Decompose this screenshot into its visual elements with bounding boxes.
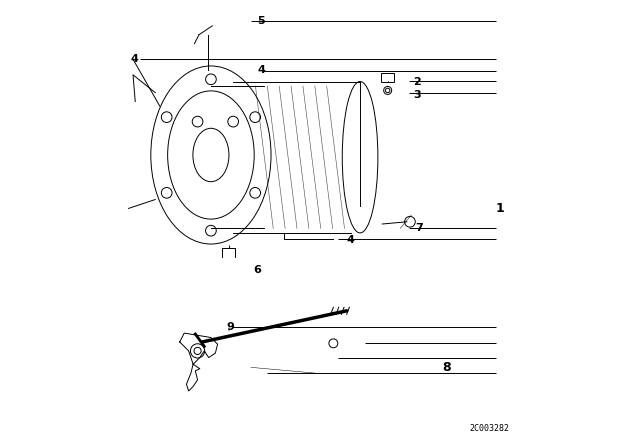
Text: 4: 4 xyxy=(131,54,139,64)
Text: 8: 8 xyxy=(442,361,451,374)
Text: 6: 6 xyxy=(253,265,261,275)
Text: 4: 4 xyxy=(258,65,266,75)
Text: 3: 3 xyxy=(413,90,421,100)
Text: 4: 4 xyxy=(347,235,355,245)
Text: 2: 2 xyxy=(413,77,421,86)
Text: 7: 7 xyxy=(416,224,424,233)
Text: 1: 1 xyxy=(496,202,504,215)
Text: 2C003282: 2C003282 xyxy=(469,424,509,433)
Text: 9: 9 xyxy=(227,322,234,332)
Text: 5: 5 xyxy=(258,17,266,26)
